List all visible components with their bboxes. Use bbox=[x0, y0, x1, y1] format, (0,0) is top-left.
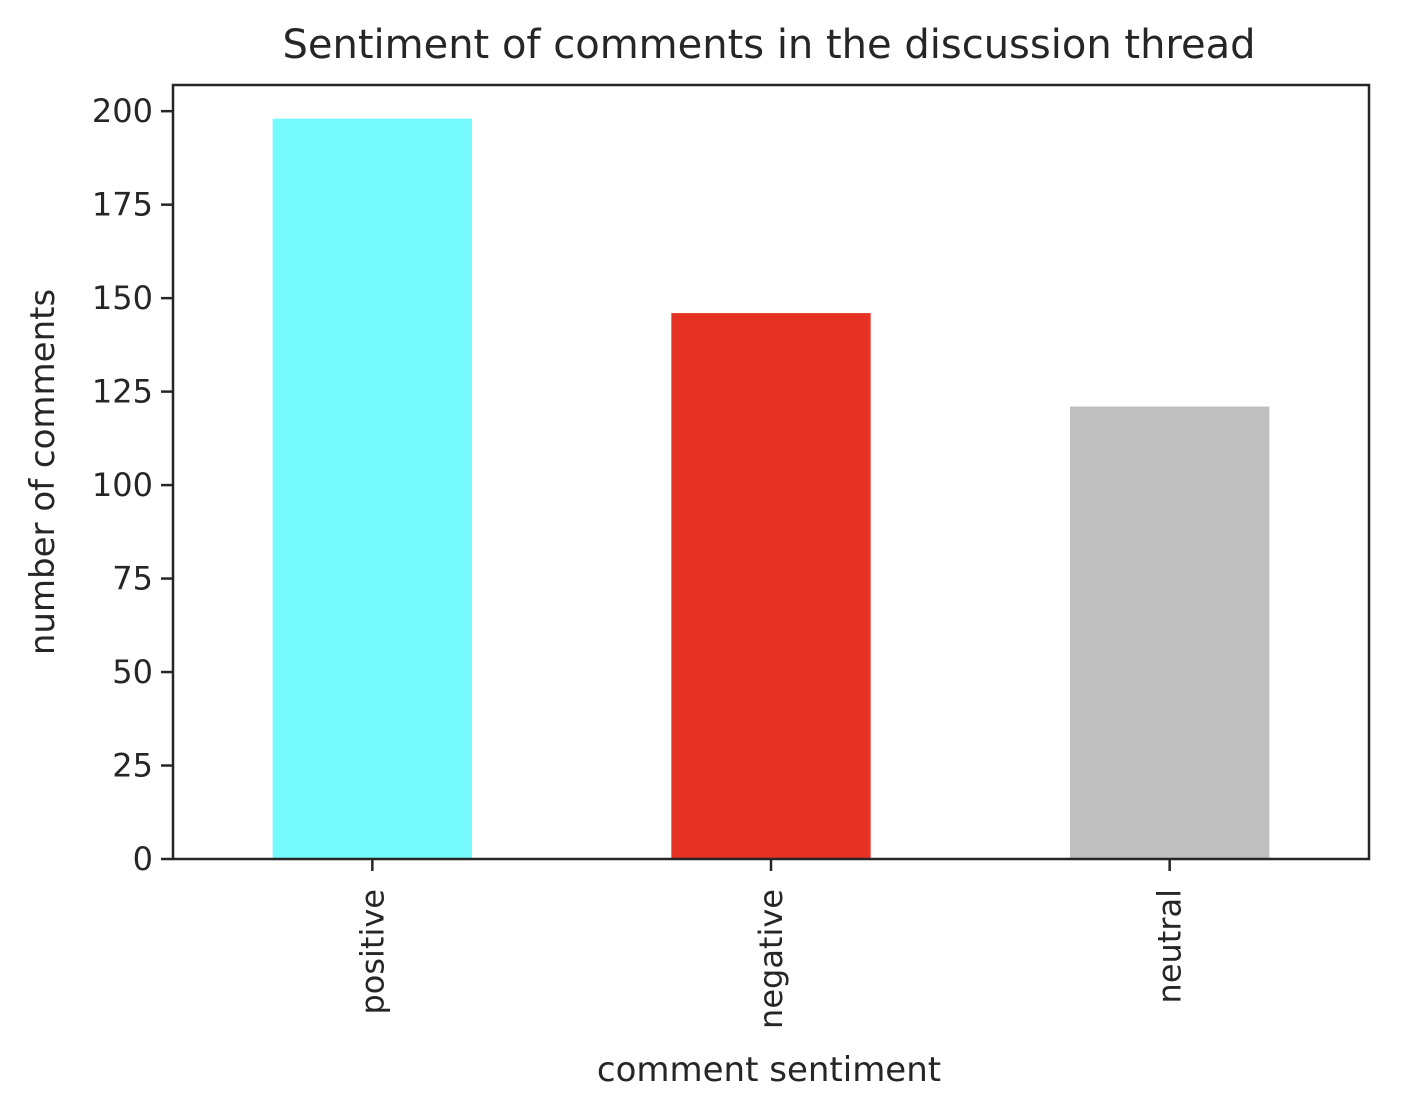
y-tick-label-100: 100 bbox=[92, 466, 153, 504]
x-tick-label-neutral: neutral bbox=[1151, 889, 1189, 1003]
y-tick-label-150: 150 bbox=[92, 279, 153, 317]
y-tick-label-0: 0 bbox=[133, 840, 153, 878]
x-tick-label-positive: positive bbox=[353, 889, 391, 1015]
y-tick-label-200: 200 bbox=[92, 92, 153, 130]
x-axis: positive negative neutral bbox=[353, 859, 1189, 1029]
bar-negative bbox=[671, 313, 871, 860]
y-tick-label-125: 125 bbox=[92, 373, 153, 411]
y-tick-label-175: 175 bbox=[92, 186, 153, 224]
chart-title: Sentiment of comments in the discussion … bbox=[282, 22, 1255, 68]
bar-positive bbox=[272, 118, 472, 860]
y-tick-label-50: 50 bbox=[112, 653, 153, 691]
y-tick-label-75: 75 bbox=[112, 560, 153, 598]
y-axis-label: number of comments bbox=[23, 289, 63, 655]
plot-frame bbox=[171, 83, 1371, 861]
y-axis: 0 25 50 75 100 125 150 175 200 bbox=[92, 92, 173, 878]
bars-layer bbox=[272, 118, 1270, 860]
x-axis-label: comment sentiment bbox=[597, 1050, 941, 1090]
bar-neutral bbox=[1070, 406, 1270, 859]
y-tick-label-25: 25 bbox=[112, 747, 153, 785]
x-tick-label-negative: negative bbox=[752, 889, 790, 1029]
